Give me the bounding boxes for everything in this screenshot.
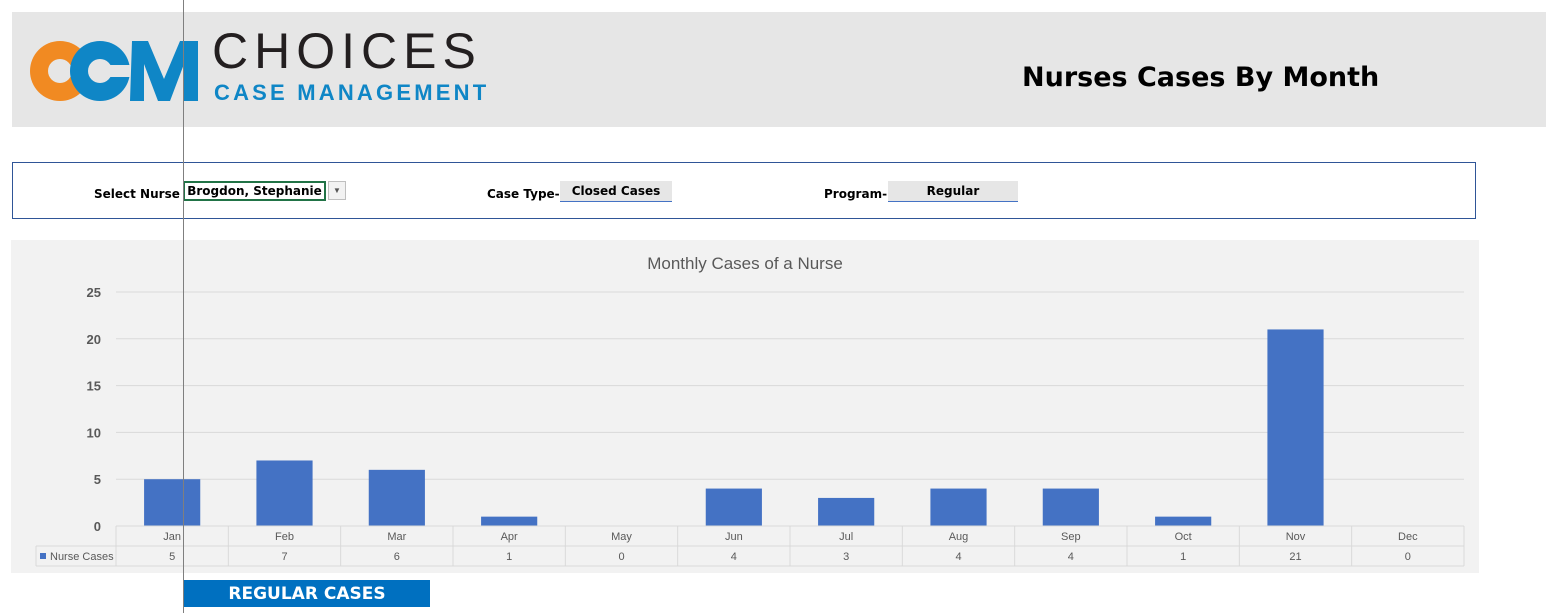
data-label: 0 — [1405, 551, 1411, 563]
bar-jan — [144, 479, 201, 526]
y-tick-label: 0 — [94, 519, 101, 534]
data-label: 6 — [394, 551, 400, 563]
ccm-logo — [30, 41, 198, 101]
data-label: 0 — [618, 551, 624, 563]
data-label: 5 — [169, 551, 175, 563]
data-label: 4 — [1068, 551, 1074, 563]
nurse-label: Select Nurse -> — [94, 187, 200, 201]
x-tick-label: Jan — [163, 531, 181, 543]
y-tick-label: 15 — [87, 379, 101, 394]
filter-panel: Select Nurse -> Brogdon, Stephanie ▼ Cas… — [12, 162, 1476, 219]
x-tick-label: Dec — [1398, 531, 1418, 543]
data-label: 7 — [281, 551, 287, 563]
bar-nov — [1267, 329, 1324, 526]
legend-label: Nurse Cases — [50, 551, 114, 563]
y-tick-label: 25 — [87, 285, 101, 300]
program-value[interactable]: Regular — [888, 181, 1018, 202]
chart-canvas: Monthly Cases of a Nurse0510152025Jan5Fe… — [35, 254, 1465, 567]
x-tick-label: Sep — [1061, 531, 1081, 543]
program-label: Program-> — [824, 187, 898, 201]
monthly-cases-chart[interactable]: Monthly Cases of a Nurse 0 5 10 15 20 25 Jan 5 Fe… — [11, 240, 1479, 573]
x-tick-label: Nov — [1286, 531, 1306, 543]
x-tick-label: Feb — [275, 531, 294, 543]
data-label: 4 — [955, 551, 961, 563]
case-type-value[interactable]: Closed Cases — [560, 181, 672, 202]
header-banner: CHOICES CASE MANAGEMENT Nurses Cases By … — [12, 12, 1546, 127]
nurse-select[interactable]: Brogdon, Stephanie — [183, 181, 326, 201]
data-label: 3 — [843, 551, 849, 563]
bar-jul — [818, 497, 875, 526]
bar-sep — [1042, 488, 1099, 526]
y-tick-label: 20 — [87, 332, 101, 347]
page-title: Nurses Cases By Month — [1022, 62, 1380, 93]
bar-mar — [368, 469, 425, 526]
data-label: 21 — [1289, 551, 1301, 563]
bar-jun — [705, 488, 762, 526]
column-divider — [183, 0, 184, 613]
bar-feb — [256, 460, 313, 526]
data-label: 4 — [731, 551, 737, 563]
data-label: 1 — [506, 551, 512, 563]
case-type-label: Case Type-> — [487, 187, 570, 201]
x-tick-label: Apr — [501, 531, 518, 543]
dropdown-arrow-icon[interactable]: ▼ — [328, 181, 346, 200]
bar-aug — [930, 488, 987, 526]
x-tick-label: Jul — [839, 531, 853, 543]
bar-oct — [1155, 516, 1212, 526]
x-tick-label: Oct — [1175, 531, 1192, 543]
brand-name: CHOICES — [212, 23, 482, 79]
regular-cases-button[interactable]: REGULAR CASES — [184, 580, 430, 607]
x-tick-label: Mar — [387, 531, 406, 543]
data-label: 1 — [1180, 551, 1186, 563]
chart-title: Monthly Cases of a Nurse — [647, 254, 843, 273]
bar-apr — [481, 516, 538, 526]
x-tick-label: Aug — [949, 531, 969, 543]
x-tick-label: May — [611, 531, 632, 543]
legend-key — [40, 553, 46, 559]
y-tick-label: 10 — [87, 425, 101, 440]
y-tick-label: 5 — [94, 472, 101, 487]
brand-tagline: CASE MANAGEMENT — [214, 80, 490, 105]
x-tick-label: Jun — [725, 531, 743, 543]
